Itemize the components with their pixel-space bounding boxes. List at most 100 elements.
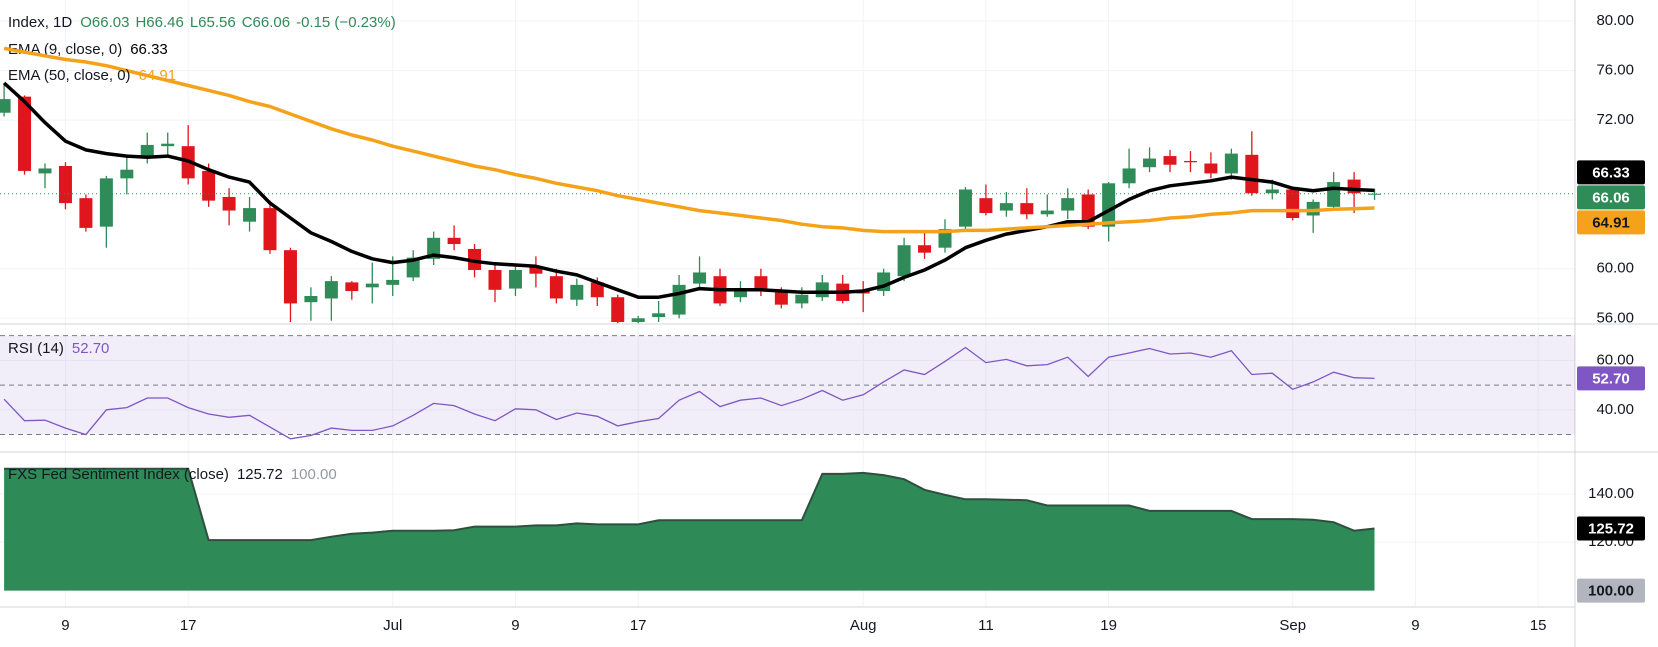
- legend-value: 64.91: [139, 67, 177, 84]
- change: -0.15 (−0.23%): [296, 14, 396, 31]
- low: L65.56: [190, 14, 236, 31]
- candle-body: [631, 318, 645, 322]
- candle-body: [590, 282, 604, 298]
- symbol: Index, 1D: [8, 14, 72, 31]
- candle-body: [958, 189, 972, 227]
- candle-body: [979, 198, 993, 214]
- price-badge-label: 125.72: [1588, 520, 1634, 537]
- candle-body: [386, 279, 400, 285]
- candle-body: [1102, 183, 1116, 227]
- open: O66.03: [80, 14, 129, 31]
- legend-entry: FXS Fed Sentiment Index (close) 125.72 100…: [8, 466, 337, 483]
- candle-body: [611, 297, 625, 322]
- candle-body: [243, 208, 257, 222]
- legend-value: 66.33: [130, 41, 168, 58]
- candle-body: [263, 208, 277, 251]
- close: C66.06: [242, 14, 290, 31]
- candle-body: [365, 283, 379, 288]
- candle-body: [0, 99, 11, 113]
- candle-body: [1183, 161, 1197, 163]
- candle-body: [774, 289, 788, 305]
- candle-body: [1245, 154, 1259, 194]
- candle-body: [1327, 182, 1341, 207]
- y-tick-label: 56.00: [1596, 309, 1634, 326]
- price-badge-label: 52.70: [1592, 370, 1630, 387]
- price-badge: [1577, 578, 1645, 603]
- candle-body: [304, 295, 318, 303]
- y-tick-label: 76.00: [1596, 62, 1634, 79]
- x-tick-label: 9: [61, 617, 69, 634]
- x-tick-label: 11: [978, 617, 994, 634]
- candle-body: [222, 196, 236, 211]
- candle-body: [58, 165, 72, 204]
- ema-line: [2, 81, 1375, 299]
- y-tick-label: 80.00: [1596, 12, 1634, 29]
- candle-body: [570, 284, 584, 300]
- candle-body: [38, 168, 52, 174]
- candle-body: [508, 269, 522, 289]
- legend-entry: EMA (50, close, 0) 64.91: [8, 67, 176, 84]
- candle-body: [529, 267, 543, 274]
- legend-name: EMA (9, close, 0): [8, 41, 122, 58]
- candle-body: [1143, 158, 1157, 168]
- header: Index, 1D O66.03 H66.46 L65.56 C66.06 -0.15 (…: [8, 14, 396, 31]
- legend-name: FXS Fed Sentiment Index (close): [8, 466, 229, 483]
- price-badge-label: 66.33: [1592, 164, 1630, 181]
- candle-body: [754, 276, 768, 290]
- candle-body: [99, 178, 113, 227]
- high: H66.46: [135, 14, 183, 31]
- candle-body: [427, 237, 441, 259]
- candle-body: [1163, 156, 1177, 165]
- legend-value: 125.72: [237, 466, 283, 483]
- price-badge-label: 100.00: [1588, 583, 1634, 600]
- y-tick-label: 60.00: [1596, 351, 1634, 368]
- y-tick-label: 60.00: [1596, 260, 1634, 277]
- candle-body: [1020, 203, 1034, 215]
- candle-body: [815, 282, 829, 298]
- candle-body: [1265, 189, 1279, 194]
- candle-body: [693, 272, 707, 284]
- legend-entry: EMA (9, close, 0) 66.33: [8, 41, 168, 58]
- candle-body: [938, 229, 952, 248]
- x-tick-label: 15: [1530, 617, 1547, 634]
- price-badge: [1577, 516, 1645, 541]
- x-tick-label: Jul: [383, 617, 402, 634]
- candle-body: [897, 245, 911, 277]
- candle-body: [324, 281, 338, 299]
- y-tick-label: 72.00: [1596, 111, 1634, 128]
- candle-body: [488, 269, 502, 290]
- legend-name: RSI (14): [8, 340, 64, 357]
- candle-body: [1224, 153, 1238, 174]
- sentiment-line: [4, 467, 1375, 542]
- x-tick-label: 19: [1100, 617, 1117, 634]
- candle-body: [652, 313, 666, 318]
- ema-line: [3, 46, 1375, 234]
- candle-body: [406, 257, 420, 278]
- candle-body: [18, 96, 32, 171]
- sentiment-area: [4, 468, 1375, 591]
- candle-body: [795, 294, 809, 304]
- price-badge: [1577, 210, 1645, 235]
- price-badge: [1577, 160, 1645, 185]
- candle-body: [345, 282, 359, 292]
- candle-body: [549, 276, 563, 299]
- price-badge-label: 66.06: [1592, 189, 1630, 206]
- legend-baseline: 100.00: [291, 466, 337, 483]
- x-tick-label: 9: [511, 617, 519, 634]
- y-tick-label: 40.00: [1596, 401, 1634, 418]
- candle-body: [79, 198, 93, 228]
- candle-body: [1040, 210, 1054, 215]
- x-tick-label: 17: [630, 617, 647, 634]
- y-tick-label: 140.00: [1588, 485, 1634, 502]
- candle-body: [140, 144, 154, 157]
- candle-body: [468, 248, 482, 270]
- x-tick-label: Aug: [850, 617, 877, 634]
- candle-body: [1368, 193, 1382, 195]
- candle-body: [733, 289, 747, 298]
- candle-body: [202, 170, 216, 201]
- x-tick-label: Sep: [1279, 617, 1306, 634]
- x-tick-label: 17: [180, 617, 197, 634]
- rsi-line: [3, 346, 1375, 440]
- legend-name: EMA (50, close, 0): [8, 67, 131, 84]
